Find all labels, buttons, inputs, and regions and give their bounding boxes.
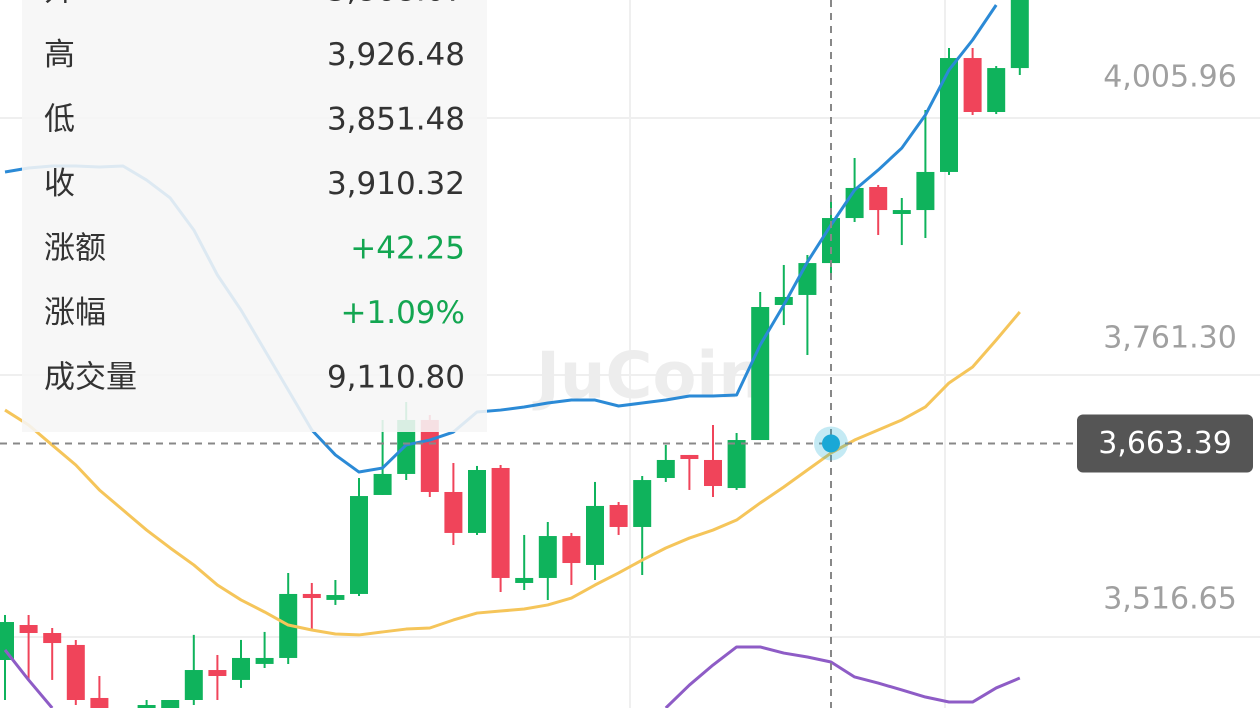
candle-body bbox=[869, 187, 888, 211]
candle-body bbox=[538, 536, 557, 578]
candle-body bbox=[892, 210, 911, 214]
candle-body bbox=[680, 454, 699, 460]
tooltip-value: +42.25 bbox=[350, 231, 465, 267]
candle-body bbox=[468, 470, 486, 533]
candle-body bbox=[66, 644, 85, 700]
candle-body bbox=[19, 625, 38, 634]
candle-body bbox=[727, 440, 746, 489]
candle-body bbox=[656, 459, 675, 479]
candle-body bbox=[184, 670, 203, 700]
price-label-bg bbox=[1077, 414, 1253, 473]
crosshair-dot bbox=[822, 434, 840, 453]
candle-body bbox=[43, 633, 62, 644]
tooltip-value: 3,868.07 bbox=[327, 0, 465, 9]
candle-body bbox=[208, 670, 227, 676]
tooltip-value: 3,910.32 bbox=[327, 166, 465, 202]
candle-body bbox=[963, 58, 982, 113]
indicator-line bbox=[3, 645, 1021, 708]
candle-body bbox=[940, 58, 958, 172]
candle-body bbox=[586, 505, 604, 565]
candle-body bbox=[1010, 0, 1029, 69]
candle-body bbox=[444, 491, 463, 533]
candle-body bbox=[232, 657, 250, 680]
tooltip-label: 高 bbox=[44, 37, 75, 73]
candle-body bbox=[326, 595, 345, 600]
candle-body bbox=[350, 496, 368, 594]
y-tick-label: 3,761.30 bbox=[1103, 321, 1237, 356]
tooltip-label: 低 bbox=[44, 102, 75, 138]
tooltip-value: +1.09% bbox=[341, 295, 465, 331]
y-tick-label: 4,005.96 bbox=[1103, 60, 1237, 95]
y-tick-label: 3,516.65 bbox=[1103, 581, 1237, 616]
price-label: 3,663.39 bbox=[1098, 426, 1232, 461]
candle-body bbox=[916, 171, 935, 211]
tooltip-value: 3,851.48 bbox=[327, 102, 465, 138]
tooltip: 开 3,868.07 高 3,926.48 低 3,851.48 收 3,910.32 涨额 +4… bbox=[22, 0, 487, 432]
tooltip-label: 涨幅 bbox=[44, 295, 106, 331]
candle-body bbox=[0, 622, 14, 660]
tooltip-label: 开 bbox=[44, 0, 75, 9]
tooltip-label: 收 bbox=[44, 166, 75, 202]
tooltip-value: 3,926.48 bbox=[327, 37, 465, 73]
candle-body bbox=[302, 593, 321, 599]
candle-body bbox=[751, 307, 770, 441]
candle-body bbox=[562, 536, 581, 564]
candle-body bbox=[987, 68, 1006, 113]
tooltip-label: 涨额 bbox=[44, 231, 106, 267]
candle-body bbox=[491, 467, 510, 578]
candle-body bbox=[609, 504, 628, 527]
overlay: 4,005.96 3,761.30 3,516.65 3,663.39 bbox=[0, 60, 1253, 616]
indicator-line bbox=[4, 311, 1021, 637]
candle-body bbox=[704, 459, 722, 487]
tooltip-bg bbox=[22, 0, 487, 432]
candle-body bbox=[515, 577, 534, 583]
candle-body bbox=[798, 263, 817, 295]
tooltip-value: 9,110.80 bbox=[327, 360, 465, 396]
candle-body bbox=[633, 480, 652, 527]
tooltip-label: 成交量 bbox=[44, 360, 137, 396]
candle-body bbox=[137, 705, 156, 708]
candle-body bbox=[774, 296, 793, 305]
candle-body bbox=[90, 697, 109, 708]
candle-body bbox=[373, 473, 392, 495]
candle-body bbox=[161, 699, 180, 708]
candle-body bbox=[255, 657, 274, 664]
